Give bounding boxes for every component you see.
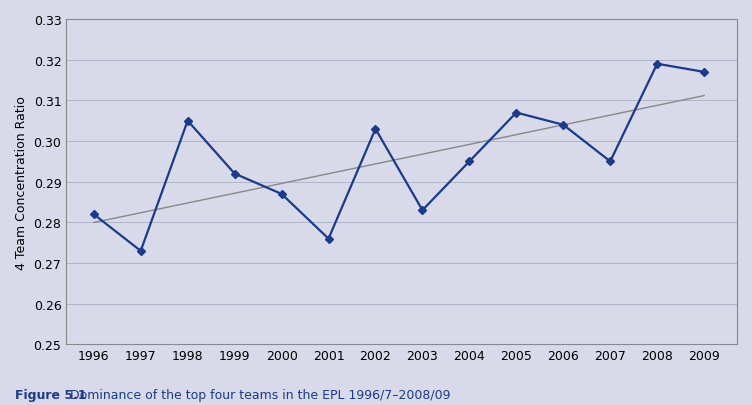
Y-axis label: 4 Team Concentration Ratio: 4 Team Concentration Ratio <box>15 96 28 269</box>
Text: Figure 5.1: Figure 5.1 <box>15 388 86 401</box>
Text: Dominance of the top four teams in the EPL 1996/7–2008/09: Dominance of the top four teams in the E… <box>62 388 451 401</box>
